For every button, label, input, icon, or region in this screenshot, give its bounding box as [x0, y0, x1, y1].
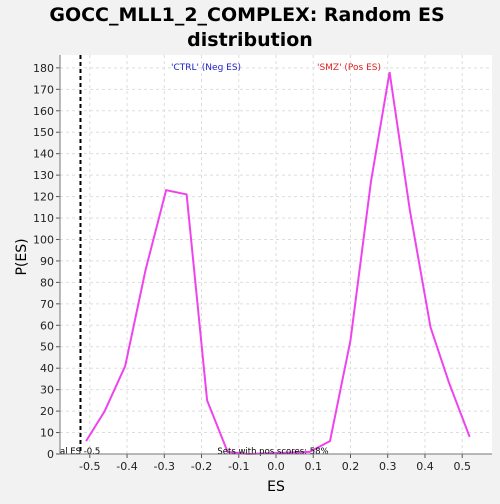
x-axis-label: ES	[267, 479, 285, 495]
y-tick-label: 180	[33, 62, 54, 75]
y-tick-label: 100	[33, 233, 54, 246]
y-tick-label: 150	[33, 126, 54, 139]
y-tick-label: 170	[33, 83, 54, 96]
y-tick-label: 70	[40, 298, 54, 311]
y-tick-label: 80	[40, 276, 54, 289]
chart-title-line2: distribution	[187, 29, 313, 51]
neg-es-label: 'CTRL' (Neg ES)	[171, 63, 241, 73]
x-tick-label: -0.2	[191, 460, 212, 473]
y-tick-label: 20	[40, 405, 54, 418]
y-tick-label: 60	[40, 319, 54, 332]
actual-es-label: al ES -0.5	[60, 447, 100, 457]
pos-scores-label: Sets with pos scores: 58%	[217, 447, 328, 457]
y-tick-label: 120	[33, 191, 54, 204]
pos-es-label: 'SMZ' (Pos ES)	[317, 63, 381, 73]
x-tick-label: -0.3	[154, 460, 175, 473]
x-tick-label: 0.2	[342, 460, 360, 473]
x-tick-label: 0.5	[453, 460, 471, 473]
y-tick-label: 160	[33, 105, 54, 118]
y-tick-label: 10	[40, 427, 54, 440]
x-tick-label: 0.1	[304, 460, 322, 473]
x-tick-label: -0.1	[228, 460, 249, 473]
y-tick-label: 40	[40, 362, 54, 375]
x-tick-label: -0.4	[116, 460, 137, 473]
y-tick-label: 50	[40, 341, 54, 354]
y-tick-label: 130	[33, 169, 54, 182]
chart-title-line1: GOCC_MLL1_2_COMPLEX: Random ES	[49, 4, 444, 26]
x-tick-label: 0.0	[267, 460, 285, 473]
y-tick-label: 140	[33, 148, 54, 161]
x-tick-label: 0.3	[379, 460, 397, 473]
y-tick-label: 90	[40, 255, 54, 268]
y-tick-label: 0	[47, 448, 54, 461]
y-axis-label: P(ES)	[14, 238, 30, 275]
y-tick-label: 110	[33, 212, 54, 225]
x-tick-label: 0.4	[416, 460, 434, 473]
x-tick-label: -0.5	[79, 460, 100, 473]
y-tick-label: 30	[40, 384, 54, 397]
